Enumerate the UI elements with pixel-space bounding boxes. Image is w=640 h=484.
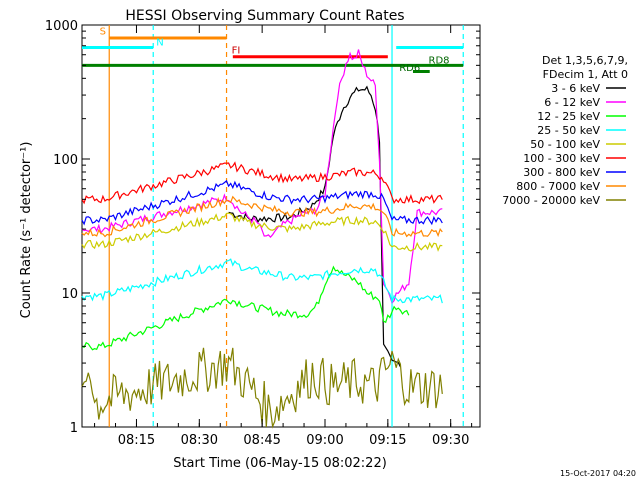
series-line (81, 161, 443, 205)
flag-label: RD8 (429, 55, 450, 66)
flag-bars (82, 36, 464, 73)
x-axis-label: Start Time (06-May-15 08:02:22) (173, 456, 387, 471)
legend-entry-label: 50 - 100 keV (530, 138, 600, 151)
legend-entry-label: 6 - 12 keV (544, 96, 600, 109)
series-line (81, 347, 443, 429)
legend: Det 1,3,5,6,7,9,FDecim 1, Att 03 - 6 keV… (502, 54, 628, 207)
y-tick-label: 1000 (45, 19, 78, 34)
timestamp-footer: 15-Oct-2017 04:20 (560, 469, 636, 478)
flag-label: N (156, 37, 163, 48)
x-tick-label: 09:15 (369, 433, 406, 448)
series-line (81, 212, 443, 252)
y-axis-ticks: 1 10 100 1000 (45, 19, 480, 436)
legend-entry-label: 12 - 25 keV (537, 110, 600, 123)
flag-label: FI (232, 46, 241, 57)
series-lines (81, 49, 443, 429)
legend-entry-label: 7000 - 20000 keV (502, 194, 600, 207)
legend-title-line: Det 1,3,5,6,7,9, (542, 54, 628, 67)
vertical-marker-lines (108, 25, 464, 427)
flag-annotations: S N FI RD6 RD8 (100, 27, 450, 74)
series-line (228, 85, 401, 368)
y-tick-label: 1 (70, 421, 78, 436)
flag-label: S (100, 27, 106, 38)
series-line (81, 195, 443, 238)
chart-title: HESSI Observing Summary Count Rates (125, 8, 404, 24)
x-tick-label: 08:15 (118, 433, 155, 448)
series-line (81, 258, 443, 305)
y-tick-label: 10 (61, 287, 78, 302)
flag-label: RD6 (399, 63, 420, 74)
y-tick-label: 100 (53, 153, 78, 168)
legend-entry-label: 25 - 50 keV (537, 124, 600, 137)
legend-entry-label: 300 - 800 keV (523, 166, 600, 179)
x-tick-label: 08:30 (181, 433, 218, 448)
x-axis-ticks: 08:15 08:30 08:45 09:00 09:15 09:30 (94, 25, 473, 448)
legend-entry-label: 3 - 6 keV (551, 82, 600, 95)
series-line (81, 265, 410, 351)
x-tick-label: 09:30 (432, 433, 469, 448)
legend-entry-label: 100 - 300 keV (523, 152, 600, 165)
x-tick-label: 08:45 (243, 433, 280, 448)
legend-entry-label: 800 - 7000 keV (516, 180, 600, 193)
series-line (81, 179, 443, 226)
x-tick-label: 09:00 (306, 433, 343, 448)
plot-area (81, 24, 481, 428)
legend-title-line: FDecim 1, Att 0 (543, 68, 628, 81)
series-line (81, 49, 443, 305)
y-axis-label: Count Rate (s⁻¹ detector⁻¹) (19, 142, 34, 319)
